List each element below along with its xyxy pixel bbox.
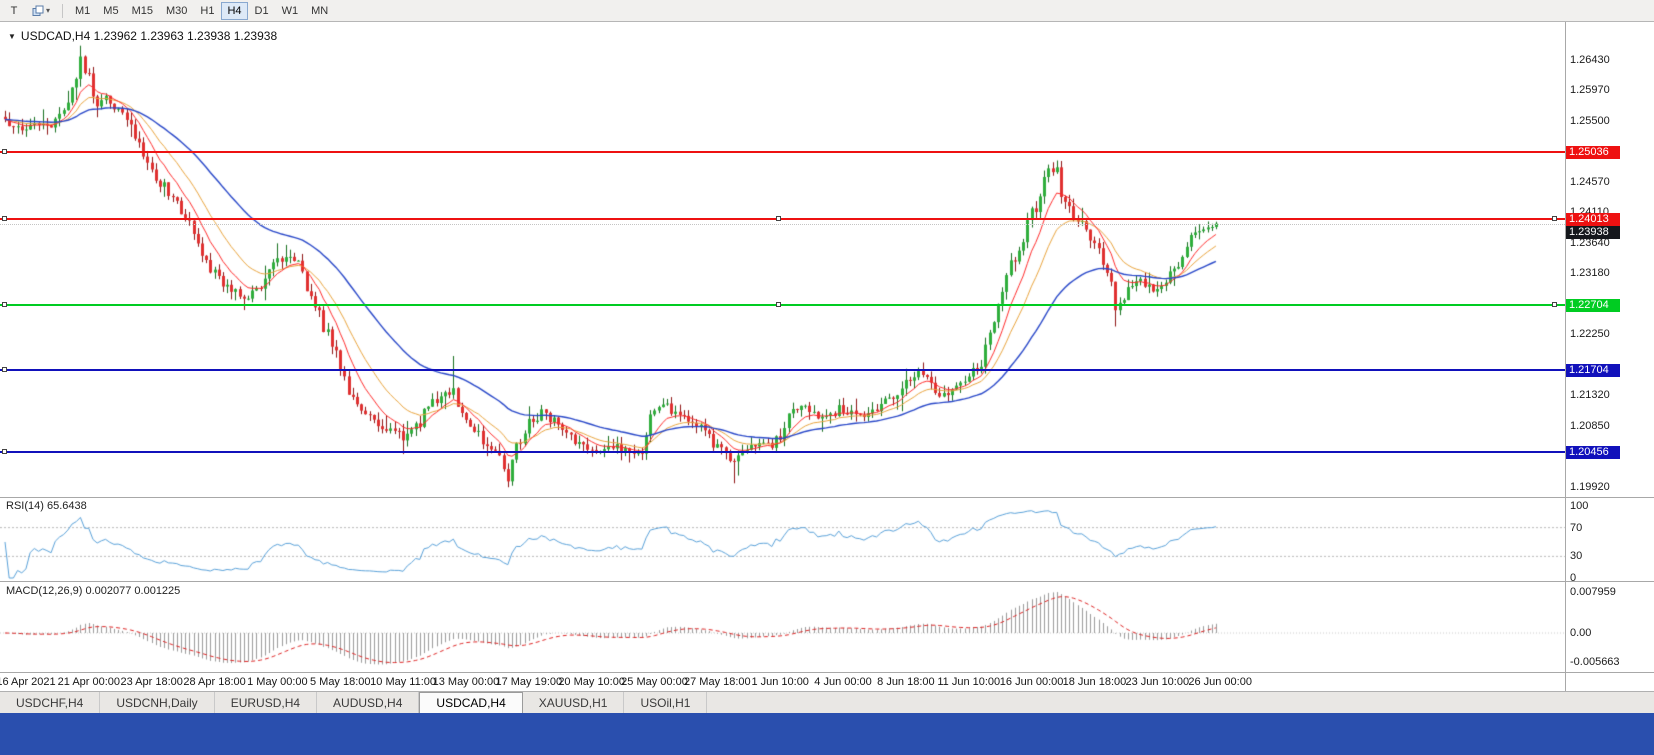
- panel-separator-rsi[interactable]: [0, 497, 1654, 498]
- symbol-quote-text: USDCAD,H4 1.23962 1.23963 1.23938 1.2393…: [20, 29, 278, 43]
- time-axis-label: 1 Jun 10:00: [751, 676, 809, 688]
- price-tick-label: 1.24570: [1570, 176, 1610, 189]
- line-handle[interactable]: [776, 301, 781, 307]
- price-tick-label: 1.22250: [1570, 328, 1610, 341]
- time-axis-label: 20 May 10:00: [558, 676, 625, 688]
- bottom-tab[interactable]: USDCNH,Daily: [100, 692, 215, 713]
- chart-style-icon: [32, 5, 44, 17]
- time-axis-label: 1 May 00:00: [247, 676, 308, 688]
- line-handle[interactable]: [2, 367, 7, 373]
- line-handle[interactable]: [2, 449, 7, 455]
- bottom-tab[interactable]: USOil,H1: [624, 692, 708, 713]
- time-axis-label: 10 May 11:00: [370, 676, 437, 688]
- price-marker-bid-price: 1.23938: [1566, 225, 1620, 239]
- panel-separator-macd[interactable]: [0, 581, 1654, 582]
- top-toolbar: T ▾ M1 M5 M15 M30 H1 H4 D1 W1 MN: [0, 0, 1654, 22]
- price-scale[interactable]: [1566, 22, 1654, 672]
- price-tick-label: 1.19920: [1570, 481, 1610, 494]
- time-axis-label: 16 Apr 2021: [0, 676, 56, 688]
- price-tick-label: 1.20850: [1570, 420, 1610, 433]
- price-marker-resistance-upper: 1.25036: [1566, 145, 1620, 159]
- rsi-scale-label: 0: [1570, 572, 1577, 584]
- price-axis-border: [1565, 22, 1566, 691]
- rsi-header: RSI(14) 65.6438: [6, 500, 87, 512]
- price-marker-support-mid: 1.21704: [1566, 364, 1620, 378]
- price-tick-label: 1.25970: [1570, 84, 1610, 97]
- timeframe-button[interactable]: MN: [305, 2, 334, 20]
- timeframe-button[interactable]: M15: [126, 2, 159, 20]
- support-line-lower[interactable]: [0, 449, 1565, 455]
- timeframe-button[interactable]: M1: [69, 2, 96, 20]
- macd-scale-label: 0.007959: [1570, 586, 1616, 598]
- line-handle[interactable]: [1552, 215, 1557, 221]
- time-axis-label: 25 May 00:00: [621, 676, 688, 688]
- timeframe-button[interactable]: M30: [160, 2, 193, 20]
- time-axis-label: 16 Jun 00:00: [999, 676, 1064, 688]
- price-marker-support-lower: 1.20456: [1566, 446, 1620, 460]
- chart-style-button[interactable]: ▾: [26, 2, 56, 20]
- price-marker-resistance-lower: 1.24013: [1566, 212, 1620, 226]
- price-marker-support-green: 1.22704: [1566, 298, 1620, 312]
- price-tick-label: 1.26430: [1570, 54, 1610, 67]
- macd-header: MACD(12,26,9) 0.002077 0.001225: [6, 585, 181, 597]
- line-handle[interactable]: [1552, 301, 1557, 307]
- text-tool-button[interactable]: T: [4, 2, 24, 20]
- caret-down-icon: ▾: [46, 6, 51, 15]
- timeframe-button[interactable]: H4: [221, 1, 248, 20]
- bid-price-line: [0, 223, 1565, 225]
- rsi-scale-label: 70: [1570, 521, 1583, 534]
- bottom-tab[interactable]: EURUSD,H4: [215, 692, 318, 713]
- time-axis-label: 11 Jun 10:00: [937, 676, 1001, 688]
- resistance-line-upper[interactable]: [0, 148, 1565, 154]
- support-line-green[interactable]: [0, 301, 1565, 307]
- price-tick-label: 1.23180: [1570, 267, 1610, 280]
- rsi-scale-label: 100: [1570, 500, 1589, 512]
- timeframe-button[interactable]: H1: [194, 2, 220, 20]
- time-axis-label: 4 Jun 00:00: [814, 676, 872, 688]
- time-axis-label: 5 May 18:00: [309, 676, 371, 688]
- expander-icon[interactable]: ▼: [8, 31, 16, 41]
- chart-canvas[interactable]: [0, 0, 1654, 692]
- resistance-line-lower[interactable]: [0, 215, 1565, 221]
- line-handle[interactable]: [776, 215, 781, 221]
- macd-scale-label: -0.005663: [1570, 656, 1620, 669]
- timeframe-button[interactable]: D1: [249, 2, 275, 20]
- time-axis-label: 26 Jun 00:00: [1188, 676, 1252, 688]
- price-tick-label: 1.23640: [1570, 237, 1610, 250]
- time-axis-label: 18 Jun 18:00: [1062, 676, 1127, 688]
- toolbar-separator: [62, 3, 64, 18]
- timeframe-button[interactable]: W1: [276, 2, 305, 20]
- time-axis-label: 13 May 00:00: [432, 676, 500, 688]
- timeframe-button[interactable]: M5: [97, 2, 124, 20]
- bottom-tab[interactable]: AUDUSD,H4: [317, 692, 420, 713]
- price-tick-label: 1.25500: [1570, 115, 1610, 128]
- line-handle[interactable]: [2, 215, 7, 221]
- time-axis-label: 28 Apr 18:00: [183, 676, 246, 688]
- bottom-tab[interactable]: USDCHF,H4: [0, 692, 101, 713]
- time-axis-label: 17 May 19:00: [495, 676, 563, 688]
- timeframe-toolbar: M1 M5 M15 M30 H1 H4 D1 W1 MN: [69, 1, 334, 20]
- line-handle[interactable]: [2, 148, 7, 154]
- line-handle[interactable]: [2, 301, 7, 307]
- rsi-scale-label: 30: [1570, 550, 1583, 563]
- bottom-tab[interactable]: XAUUSD,H1: [523, 692, 625, 713]
- time-axis-label: 27 May 18:00: [684, 676, 751, 688]
- time-axis-label: 8 Jun 18:00: [877, 676, 935, 688]
- chart-header: ▼ USDCAD,H4 1.23962 1.23963 1.23938 1.23…: [8, 29, 277, 43]
- price-tick-label: 1.21320: [1570, 389, 1610, 402]
- time-axis-label: 23 Apr 18:00: [120, 676, 183, 688]
- time-axis-label: 21 Apr 00:00: [57, 676, 121, 688]
- time-axis-label: 23 Jun 10:00: [1125, 676, 1190, 688]
- macd-scale-label: 0.00: [1570, 627, 1592, 639]
- chart-tab-bar: USDCHF,H4 USDCNH,Daily EURUSD,H4 AUDUSD,…: [0, 691, 1654, 713]
- bottom-tab[interactable]: USDCAD,H4: [419, 692, 523, 713]
- support-line-mid[interactable]: [0, 367, 1565, 373]
- taskbar: [0, 713, 1654, 755]
- panel-separator-timeaxis: [0, 672, 1654, 673]
